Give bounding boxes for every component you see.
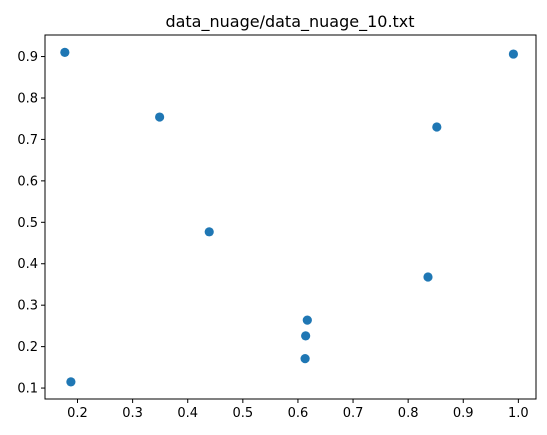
y-tick-label: 0.2 xyxy=(17,340,38,355)
scatter-point xyxy=(432,122,442,132)
y-tick-label: 0.6 xyxy=(17,174,38,189)
chart-title: data_nuage/data_nuage_10.txt xyxy=(165,12,414,32)
scatter-point xyxy=(60,47,70,58)
scatter-point xyxy=(302,315,312,325)
y-tick-label: 0.1 xyxy=(17,382,38,397)
y-tick-label: 0.9 xyxy=(17,50,38,65)
scatter-point xyxy=(155,112,165,122)
y-tick-label: 0.3 xyxy=(17,299,38,314)
x-tick-label: 0.5 xyxy=(232,406,253,421)
y-tick-label: 0.8 xyxy=(17,91,38,106)
x-tick-label: 1.0 xyxy=(508,406,529,421)
x-axis: 0.2 0.3 0.4 0.5 0.6 0.7 0.8 0.9 1.0 xyxy=(67,399,529,421)
x-tick-label: 0.6 xyxy=(288,406,309,421)
scatter-point xyxy=(300,354,310,364)
scatter-point xyxy=(423,272,433,282)
x-tick-label: 0.8 xyxy=(398,406,419,421)
x-tick-label: 0.3 xyxy=(122,406,143,421)
axes-frame xyxy=(44,34,537,400)
y-tick-label: 0.4 xyxy=(17,257,38,272)
scatter-points xyxy=(60,47,519,387)
x-tick-label: 0.2 xyxy=(67,406,88,421)
x-tick-label: 0.4 xyxy=(177,406,198,421)
scatter-point xyxy=(66,377,76,387)
x-tick-label: 0.9 xyxy=(453,406,474,421)
x-tick-label: 0.7 xyxy=(343,406,364,421)
y-axis: 0.1 0.2 0.3 0.4 0.5 0.6 0.7 0.8 0.9 xyxy=(17,50,45,397)
y-tick-label: 0.5 xyxy=(17,216,38,231)
scatter-point xyxy=(508,49,519,59)
scatter-point xyxy=(204,227,214,237)
y-tick-label: 0.7 xyxy=(17,133,38,148)
scatter-point xyxy=(301,331,311,341)
